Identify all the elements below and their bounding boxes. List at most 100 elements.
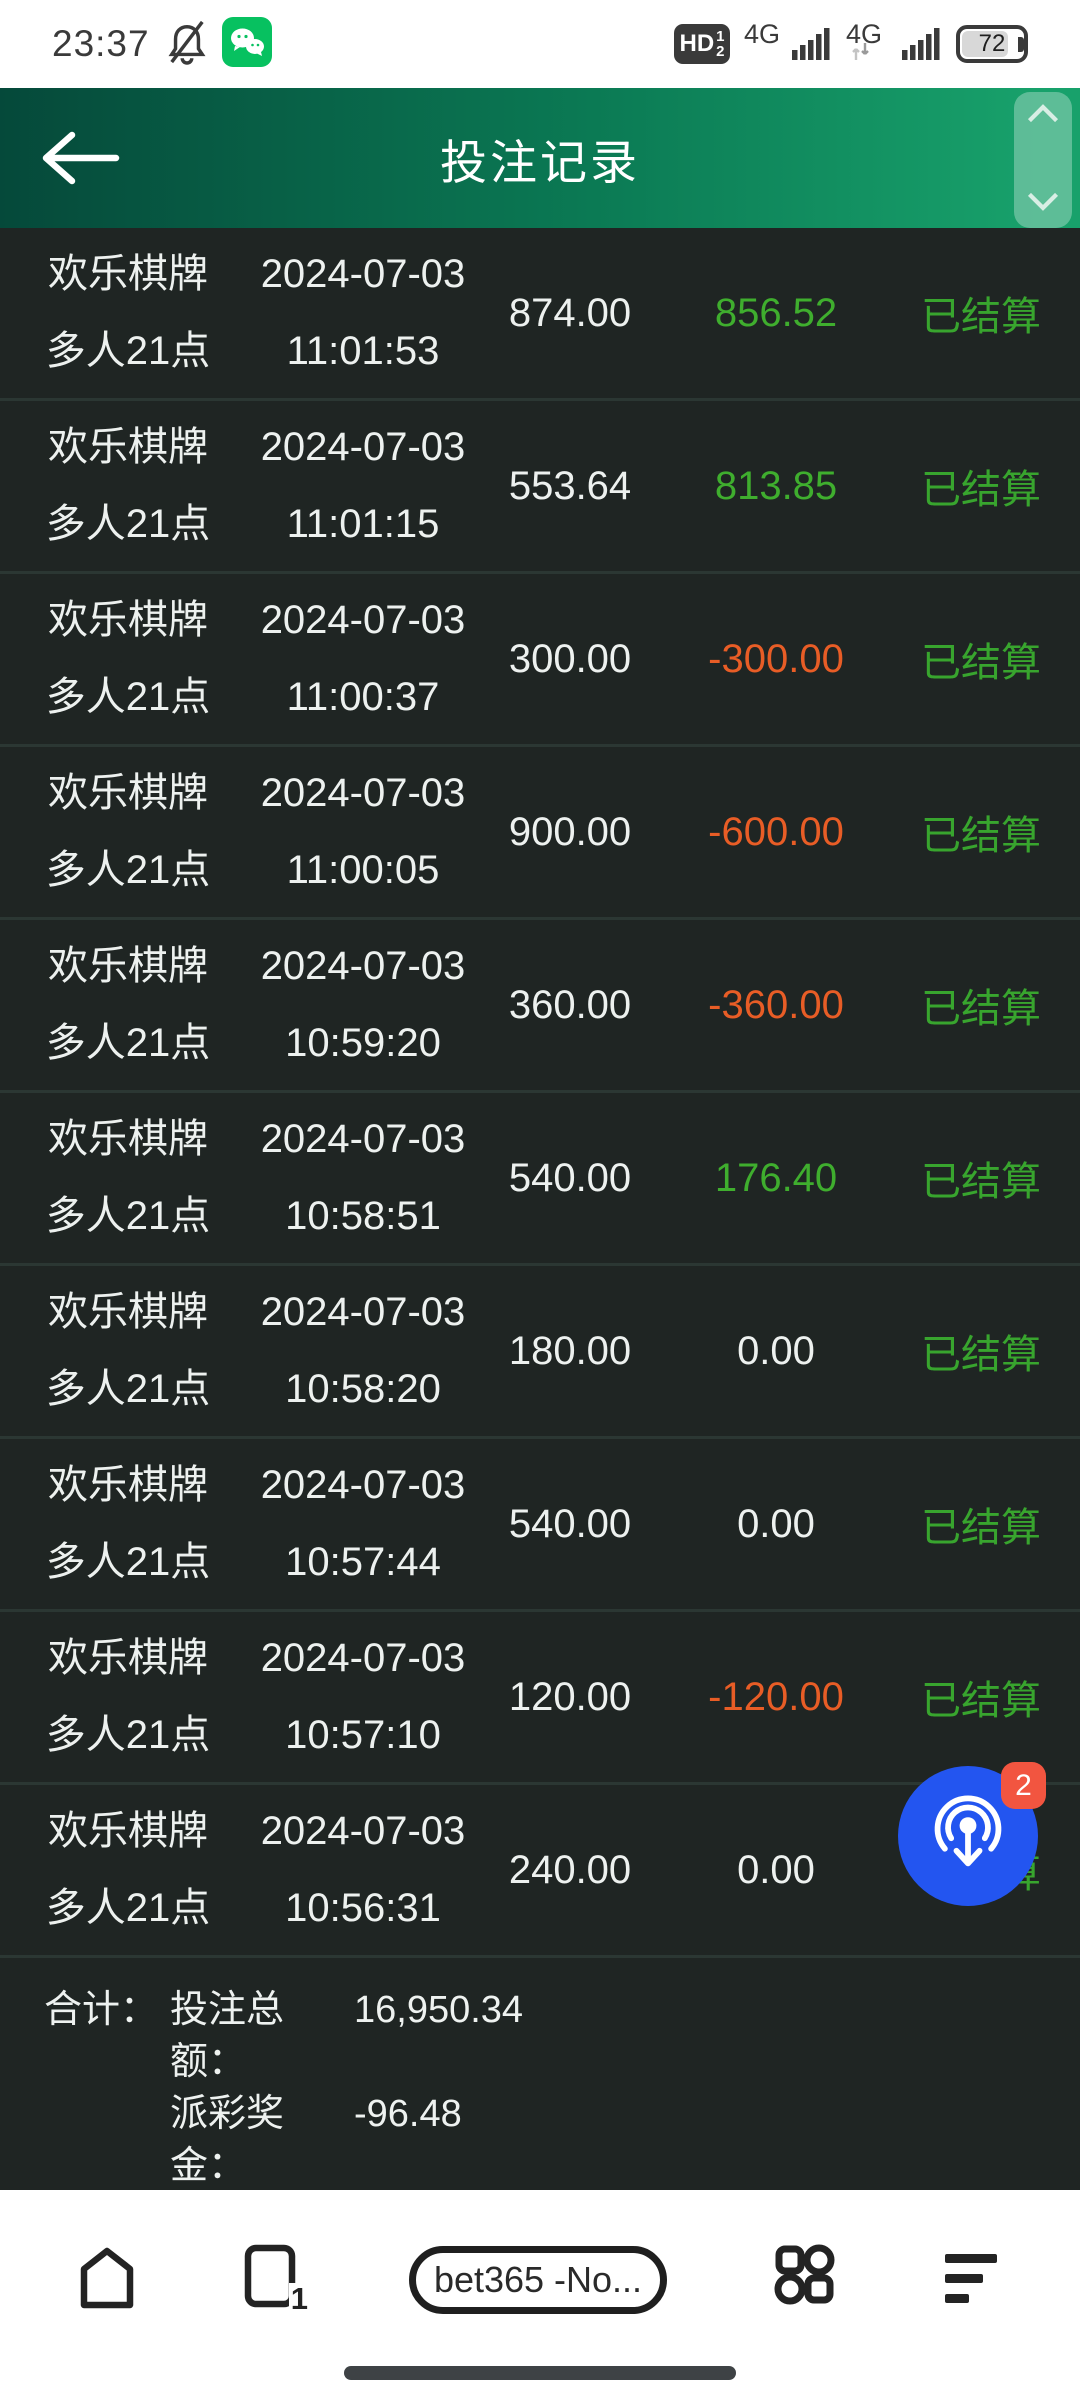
hd-sim1: 1 (716, 28, 725, 45)
table-row[interactable]: 欢乐棋牌 多人21点 2024-07-03 10:57:10 120.00 -1… (0, 1612, 1080, 1785)
record-datetime: 2024-07-03 11:01:53 (256, 236, 470, 390)
record-time: 10:57:10 (285, 1713, 441, 1757)
record-date: 2024-07-03 (260, 1809, 466, 1853)
record-result: 176.40 (714, 1155, 838, 1200)
signal-sim2: 4G (846, 19, 942, 67)
record-game-line2: 多人21点 (45, 1367, 211, 1411)
summary-total-label: 合计： (44, 1989, 159, 2031)
record-amount: 553.64 (508, 463, 632, 508)
table-row[interactable]: 欢乐棋牌 多人21点 2024-07-03 10:58:20 180.00 0.… (0, 1266, 1080, 1439)
record-time: 10:58:20 (285, 1367, 441, 1411)
sort-lines-icon[interactable] (945, 2250, 999, 2309)
record-date: 2024-07-03 (260, 252, 466, 296)
tabs-icon[interactable]: 1 (244, 2244, 310, 2314)
record-game-line2: 多人21点 (45, 1194, 211, 1238)
record-amount: 180.00 (508, 1328, 632, 1373)
record-date: 2024-07-03 (260, 425, 466, 469)
grid-icon[interactable] (772, 2242, 836, 2311)
table-row[interactable]: 欢乐棋牌 多人21点 2024-07-03 10:57:44 540.00 0.… (0, 1439, 1080, 1612)
record-game: 欢乐棋牌 多人21点 (0, 1620, 256, 1774)
record-game-line2: 多人21点 (45, 1021, 211, 1065)
table-row[interactable]: 欢乐棋牌 多人21点 2024-07-03 11:01:15 553.64 81… (0, 401, 1080, 574)
record-result: -300.00 (708, 636, 844, 681)
record-game-line2: 多人21点 (45, 675, 211, 719)
record-game: 欢乐棋牌 多人21点 (0, 1101, 256, 1255)
record-datetime: 2024-07-03 11:01:15 (256, 409, 470, 563)
summary-line: 派彩奖金： -96.48 (44, 2088, 1080, 2192)
record-time: 11:00:05 (286, 848, 440, 892)
record-time: 11:01:15 (286, 502, 440, 546)
record-game-line1: 欢乐棋牌 (48, 1463, 208, 1507)
summary-value: -96.48 (354, 2093, 462, 2135)
record-amount: 360.00 (508, 982, 632, 1027)
record-game-line2: 多人21点 (45, 1713, 211, 1757)
chevron-up-icon[interactable] (1021, 100, 1065, 131)
record-datetime: 2024-07-03 10:57:10 (256, 1620, 470, 1774)
record-datetime: 2024-07-03 10:59:20 (256, 928, 470, 1082)
table-row[interactable]: 欢乐棋牌 多人21点 2024-07-03 10:59:20 360.00 -3… (0, 920, 1080, 1093)
wechat-icon (221, 16, 272, 72)
record-game: 欢乐棋牌 多人21点 (0, 928, 256, 1082)
record-result: 0.00 (737, 1501, 815, 1546)
table-row[interactable]: 欢乐棋牌 多人21点 2024-07-03 10:58:51 540.00 17… (0, 1093, 1080, 1266)
record-game-line2: 多人21点 (45, 502, 211, 546)
record-amount: 874.00 (508, 290, 632, 335)
record-status-badge: 已结算 (921, 641, 1041, 685)
status-time: 23:37 (52, 23, 150, 64)
record-amount: 540.00 (508, 1155, 632, 1200)
address-bar-pill[interactable]: bet365 -No... (409, 2246, 667, 2314)
signal-bars-icon (902, 28, 942, 65)
record-game-line1: 欢乐棋牌 (48, 1290, 208, 1334)
record-datetime: 2024-07-03 11:00:05 (256, 755, 470, 909)
record-status-badge: 已结算 (921, 1333, 1041, 1377)
record-game: 欢乐棋牌 多人21点 (0, 755, 256, 909)
record-date: 2024-07-03 (260, 944, 466, 988)
record-game-line2: 多人21点 (45, 1886, 211, 1930)
record-game-line1: 欢乐棋牌 (48, 252, 208, 296)
record-status-badge: 已结算 (921, 468, 1041, 512)
record-status-badge: 已结算 (921, 814, 1041, 858)
record-result: -120.00 (708, 1674, 844, 1719)
summary-key: 投注总额： (170, 1989, 285, 2083)
record-amount: 900.00 (508, 809, 632, 854)
back-button[interactable] (34, 126, 124, 190)
record-game-line1: 欢乐棋牌 (48, 771, 208, 815)
record-date: 2024-07-03 (260, 598, 466, 642)
table-row[interactable]: 欢乐棋牌 多人21点 2024-07-03 11:00:05 900.00 -6… (0, 747, 1080, 920)
record-time: 10:56:31 (285, 1886, 441, 1930)
record-time: 10:57:44 (285, 1540, 441, 1584)
record-result: -600.00 (708, 809, 844, 854)
record-status-badge: 已结算 (921, 1506, 1041, 1550)
address-text: bet365 -No... (433, 2259, 643, 2300)
signal-sim1: 4G (744, 19, 832, 67)
table-row[interactable]: 欢乐棋牌 多人21点 2024-07-03 11:00:37 300.00 -3… (0, 574, 1080, 747)
record-datetime: 2024-07-03 10:58:20 (256, 1274, 470, 1428)
record-date: 2024-07-03 (260, 1636, 466, 1680)
tab-count: 1 (288, 2281, 310, 2316)
record-result: 0.00 (737, 1847, 815, 1892)
bottom-nav: 1 bet365 -No... (0, 2190, 1080, 2400)
record-amount: 540.00 (508, 1501, 632, 1546)
record-amount: 300.00 (508, 636, 632, 681)
summary-key: 派彩奖金： (170, 2093, 285, 2187)
record-game-line2: 多人21点 (45, 1540, 211, 1584)
record-status-badge: 已结算 (921, 1160, 1041, 1204)
record-datetime: 2024-07-03 10:57:44 (256, 1447, 470, 1601)
data-arrows-icon (852, 43, 870, 65)
record-game-line2: 多人21点 (45, 848, 211, 892)
record-game: 欢乐棋牌 多人21点 (0, 409, 256, 563)
record-game-line1: 欢乐棋牌 (48, 944, 208, 988)
live-broadcast-button[interactable]: 2 (898, 1762, 1046, 1906)
table-row[interactable]: 欢乐棋牌 多人21点 2024-07-03 11:01:53 874.00 85… (0, 228, 1080, 401)
hd-sim2: 2 (716, 43, 725, 60)
scrollbar[interactable] (1014, 92, 1072, 228)
summary-value: 16,950.34 (354, 1989, 524, 2031)
battery-fill (962, 31, 1008, 57)
home-indicator-bar[interactable] (344, 2366, 736, 2380)
home-icon[interactable] (78, 2246, 136, 2315)
record-game: 欢乐棋牌 多人21点 (0, 1447, 256, 1601)
record-datetime: 2024-07-03 11:00:37 (256, 582, 470, 736)
chevron-down-icon[interactable] (1021, 189, 1065, 220)
